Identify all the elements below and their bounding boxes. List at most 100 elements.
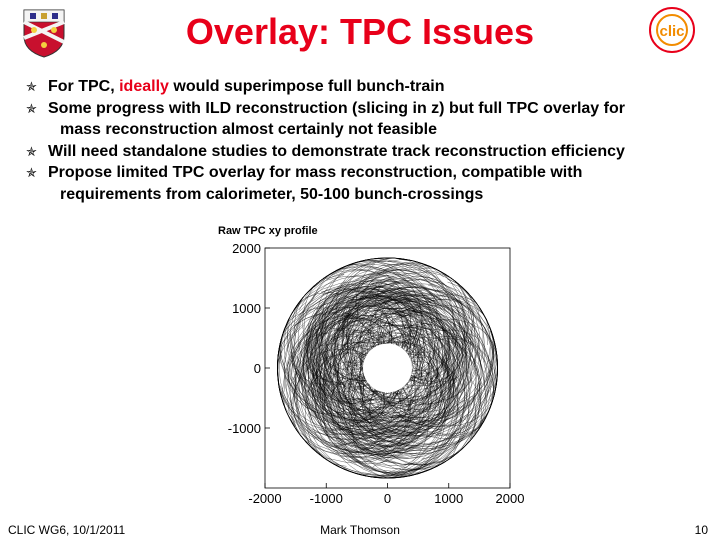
track-curve [312, 313, 423, 423]
track-curve [330, 287, 497, 416]
track-curve [316, 303, 473, 440]
track-curve [362, 328, 495, 456]
track-curve [302, 294, 432, 434]
track-curve [428, 285, 468, 365]
track-curve [307, 288, 416, 411]
track-curve [380, 309, 460, 405]
track-curve [321, 331, 449, 454]
inner-hole [363, 343, 412, 393]
bullet-continuation: mass reconstruction almost certainly not… [60, 121, 438, 138]
track-curve [403, 333, 455, 393]
y-tick-label: -1000 [228, 421, 261, 436]
x-tick-label: 2000 [496, 491, 525, 503]
track-curve [319, 331, 459, 477]
track-curve [355, 295, 433, 358]
track-curve [331, 334, 441, 424]
track-curve [328, 295, 436, 405]
bullet-text: Will need standalone studies to demonstr… [48, 142, 625, 160]
track-curve [350, 318, 445, 402]
track-curve [277, 303, 347, 467]
track-curve [310, 320, 387, 404]
track-curve [353, 307, 420, 419]
bullet-star-icon: ✯ [26, 143, 37, 159]
track-curve [318, 321, 455, 470]
track-curve [279, 355, 384, 441]
track-curve [278, 383, 375, 430]
track-curve [288, 312, 355, 405]
track-curve [388, 257, 455, 398]
x-tick-label: -1000 [310, 491, 343, 503]
track-curve [388, 288, 492, 439]
track-curve [337, 380, 388, 479]
bullet-item: ✯ Will need standalone studies to demons… [26, 141, 716, 163]
track-curve [310, 323, 414, 405]
track-curve [374, 291, 432, 320]
bullet-star-icon: ✯ [26, 100, 37, 116]
track-curve [322, 323, 447, 441]
track-curve [310, 340, 446, 477]
track-curve [324, 297, 440, 404]
track-curve [356, 295, 432, 382]
cambridge-crest-logo [23, 9, 65, 58]
track-curve [402, 352, 443, 392]
track-curve [429, 290, 493, 416]
track-curve [295, 343, 371, 416]
track-curve [345, 330, 432, 430]
track-curve [322, 306, 439, 414]
track-curve [356, 311, 450, 345]
track-curve [327, 338, 413, 456]
track-curve [341, 301, 404, 399]
track-curve [312, 330, 498, 478]
track-curve [292, 329, 397, 428]
track-curve [283, 314, 429, 448]
track-curve [297, 321, 352, 385]
bullet-text: Propose limited TPC overlay for mass rec… [48, 164, 583, 181]
track-curve [354, 264, 430, 308]
track-curve [355, 263, 387, 344]
track-curve [297, 305, 409, 385]
track-curve [330, 372, 400, 444]
bullet-item: ✯ For TPC, ideally would superimpose ful… [26, 76, 716, 98]
track-curve [335, 281, 439, 310]
bullet-continuation: requirements from calorimeter, 50-100 bu… [60, 185, 484, 203]
track-curve [361, 315, 469, 423]
track-curve [297, 280, 488, 427]
slide-title: Overlay: TPC Issues [185, 11, 535, 52]
track-curve [437, 269, 475, 370]
track-curve [310, 325, 366, 430]
footer-page-number: 10 [694, 523, 708, 537]
track-curve [421, 276, 466, 364]
bullet-item: ✯ Some progress with ILD reconstruction … [26, 98, 716, 120]
track-curve [393, 305, 458, 418]
bullet-star-icon: ✯ [26, 165, 37, 180]
track-curve [303, 310, 418, 421]
track-curve [321, 324, 483, 437]
track-curve [290, 295, 391, 383]
track-curve [291, 342, 430, 449]
track-curve [343, 369, 369, 449]
track-curve [324, 347, 481, 476]
track-curve [337, 361, 468, 433]
y-tick-label: 0 [254, 361, 261, 376]
track-curve [354, 279, 498, 455]
track-curve [338, 402, 464, 474]
track-curve [353, 327, 444, 442]
track-curve [289, 334, 446, 424]
track-curve [399, 293, 494, 426]
clic-logo-text: clic [659, 23, 684, 40]
tpc-xy-profile-chart: Raw TPC xy profile -2000 -1000 0 1000 2000 20… [218, 225, 525, 503]
track-curve [332, 275, 398, 392]
bullet-star-icon: ✯ [26, 79, 37, 94]
track-curve [316, 344, 423, 439]
bullet-text: Some progress with ILD reconstruction (s… [48, 99, 625, 117]
track-curve [308, 412, 426, 458]
track-curve [355, 336, 438, 424]
track-curve [337, 312, 465, 426]
track-curve [371, 280, 466, 399]
track-curve [342, 393, 437, 423]
y-tick-label: 2000 [232, 241, 261, 256]
track-curve [338, 379, 469, 450]
track-curve [324, 279, 413, 393]
track-curve [347, 276, 394, 398]
track-curve [334, 292, 447, 416]
